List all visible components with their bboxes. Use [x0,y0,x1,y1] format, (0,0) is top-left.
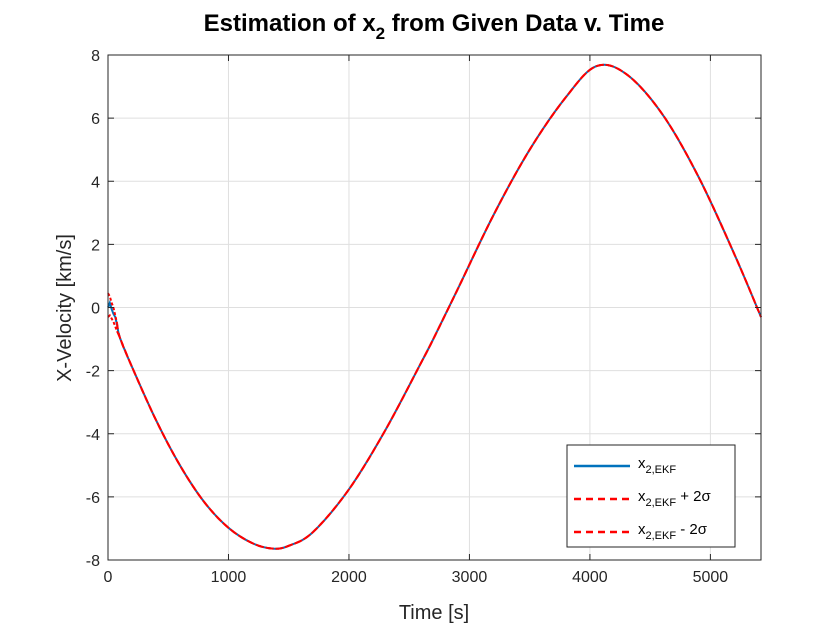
legend: x2,EKF x2,EKF + 2σ x2,EKF - 2σ [566,444,736,548]
chart-title-rest: from Given Data v. Time [385,10,664,37]
series-line-3 [116,63,762,550]
legend-entries: x2,EKF x2,EKF + 2σ x2,EKF - 2σ [574,455,712,542]
series-transient-3 [107,313,118,332]
x-tick-label: 0 [104,569,113,586]
x-tick-label: 1000 [211,569,247,586]
x-tick-label: 5000 [693,569,729,586]
legend-label-1: x2,EKF [638,455,676,476]
chart-title-subscript: 2 [376,24,385,43]
x-tick-label: 4000 [572,569,608,586]
x-axis-ticks: 0 1000 2000 3000 4000 5000 [104,55,729,586]
x-tick-label: 3000 [452,569,488,586]
chart-title: Estimation of x2 from Given Data v. Time [204,10,665,43]
legend-label-2: x2,EKF + 2σ [638,488,712,509]
y-tick-label: 0 [91,301,100,318]
series-lines [107,63,762,550]
x-tick-label: 2000 [331,569,367,586]
y-tick-label: 6 [91,111,100,128]
y-tick-label: 8 [91,48,100,65]
legend-label-3: x2,EKF - 2σ [638,521,708,542]
y-axis-ticks: -8 -6 -4 -2 0 2 4 6 8 [86,48,761,570]
y-tick-label: -4 [86,427,100,444]
chart-title-main: Estimation of x [204,10,377,37]
series-transient-2 [107,292,119,324]
y-tick-label: -8 [86,553,100,570]
y-tick-label: 2 [91,237,100,254]
y-tick-label: -2 [86,364,100,381]
y-axis-label: X-Velocity [km/s] [54,234,76,382]
y-tick-label: -6 [86,490,100,507]
x-axis-label: Time [s] [399,602,469,624]
legend-box [566,444,736,548]
y-tick-label: 4 [91,174,100,191]
